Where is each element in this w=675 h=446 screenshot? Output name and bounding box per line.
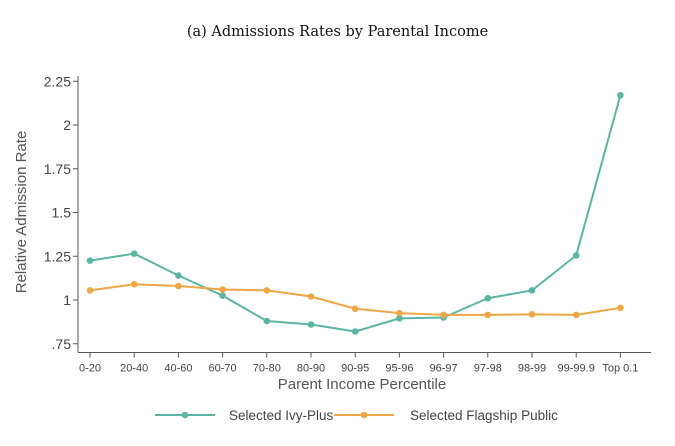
x-tick-label: 0-20	[79, 363, 101, 375]
x-tick-label: 80-90	[297, 363, 325, 375]
data-point	[528, 311, 536, 318]
y-tick-label: 2	[63, 117, 71, 133]
x-tick-label: Top 0.1	[602, 363, 638, 375]
legend-label: Selected Ivy-Plus	[229, 408, 334, 423]
data-point	[396, 309, 403, 317]
series-layer	[86, 91, 624, 335]
data-point	[351, 305, 359, 313]
y-tick-label: 1.75	[44, 161, 71, 177]
data-point	[263, 317, 271, 325]
data-point	[617, 304, 624, 312]
series-1	[86, 91, 624, 335]
x-tick-label: 20-40	[120, 363, 148, 375]
data-point	[219, 292, 226, 299]
x-tick-label: 98-99	[518, 363, 546, 375]
data-point	[572, 311, 580, 319]
data-point	[307, 293, 315, 300]
x-tick-label: 96-97	[430, 363, 458, 375]
data-point	[396, 315, 403, 322]
y-axis-title: Relative Admission Rate	[13, 131, 30, 294]
data-point	[484, 311, 492, 319]
data-point	[617, 91, 624, 99]
legend-label: Selected Flagship Public	[410, 408, 558, 423]
x-axis-title: Parent Income Percentile	[278, 376, 446, 393]
data-point	[351, 328, 359, 335]
x-tick-label: 40-60	[164, 363, 192, 375]
data-point	[263, 287, 271, 294]
data-point	[175, 272, 182, 279]
legend-swatch-marker	[360, 411, 368, 419]
x-tick-label: 60-70	[209, 363, 237, 375]
data-point	[307, 321, 315, 328]
y-tick-label: .75	[52, 336, 72, 352]
series-line	[89, 94, 622, 333]
data-point	[528, 287, 536, 294]
y-tick-label: 1	[63, 292, 71, 308]
data-point	[130, 250, 138, 257]
data-point	[86, 287, 94, 294]
axes: .75 1 1.25 1.5 1.75 2 2.25 0-20 20-40 40-60 60-70 7…	[44, 73, 651, 375]
data-point	[440, 311, 447, 319]
data-point	[484, 294, 492, 302]
data-point	[175, 282, 182, 290]
y-tick-label: 1.25	[44, 248, 71, 264]
data-point	[219, 286, 226, 293]
x-tick-label: 95-96	[385, 363, 413, 375]
chart-title: (a) Admissions Rates by Parental Income	[186, 24, 489, 40]
data-point	[572, 252, 580, 259]
x-tick-label: 70-80	[253, 363, 281, 375]
data-point	[130, 280, 138, 288]
x-tick-label: 90-95	[341, 363, 369, 375]
series-2	[86, 280, 624, 319]
legend-item: Selected Flagship Public	[334, 408, 558, 423]
data-point	[86, 257, 94, 264]
x-tick-label: 97-98	[474, 363, 502, 375]
legend-swatch-marker	[181, 411, 189, 419]
y-tick-label: 2.25	[44, 73, 71, 89]
y-tick-label: 1.5	[52, 205, 72, 221]
legend: Selected Ivy-Plus Selected Flagship Publi…	[155, 408, 558, 423]
x-tick-label: 99-99.9	[558, 363, 595, 375]
legend-item: Selected Ivy-Plus	[155, 408, 334, 423]
